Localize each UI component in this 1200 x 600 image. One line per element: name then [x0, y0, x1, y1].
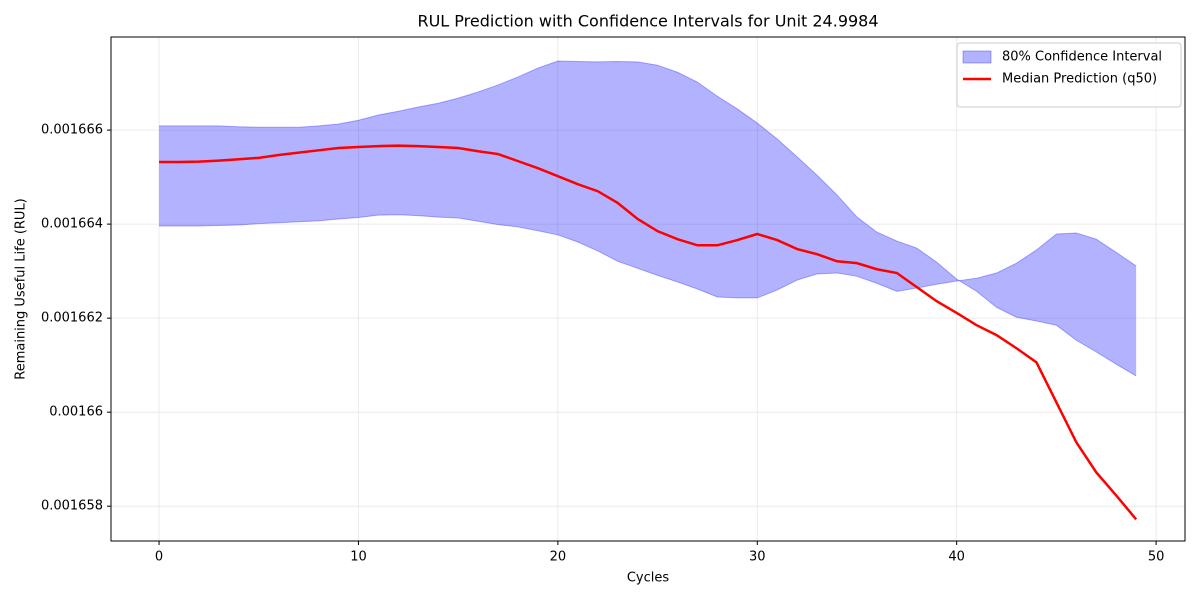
x-tick-label: 20 [550, 550, 567, 565]
x-tick-label: 10 [350, 550, 367, 565]
x-tick-label: 30 [749, 550, 766, 565]
x-tick-label: 0 [155, 550, 163, 565]
y-axis-label: Remaining Useful Life (RUL) [14, 198, 29, 380]
y-tick-label: 0.001658 [41, 499, 103, 514]
legend-box [956, 42, 1182, 108]
confidence-band [159, 60, 1137, 376]
legend-label: Median Prediction (q50) [1002, 72, 1157, 87]
band-lower-edge [159, 214, 1137, 299]
y-tick-label: 0.001662 [41, 311, 103, 326]
y-tick-label: 0.00166 [49, 405, 103, 420]
chart-title: RUL Prediction with Confidence Intervals… [417, 12, 878, 31]
band-upper-edge [159, 60, 1137, 377]
y-tick-label: 0.001666 [41, 123, 103, 138]
x-tick-label: 50 [1148, 550, 1165, 565]
plot-frame [110, 36, 1186, 542]
median-line [159, 144, 1138, 521]
y-tick-label: 0.001664 [41, 217, 103, 232]
legend-label: 80% Confidence Interval [1002, 50, 1162, 65]
x-axis-label: Cycles [627, 571, 670, 586]
x-tick-label: 40 [948, 550, 965, 565]
legend-swatch [962, 50, 992, 64]
